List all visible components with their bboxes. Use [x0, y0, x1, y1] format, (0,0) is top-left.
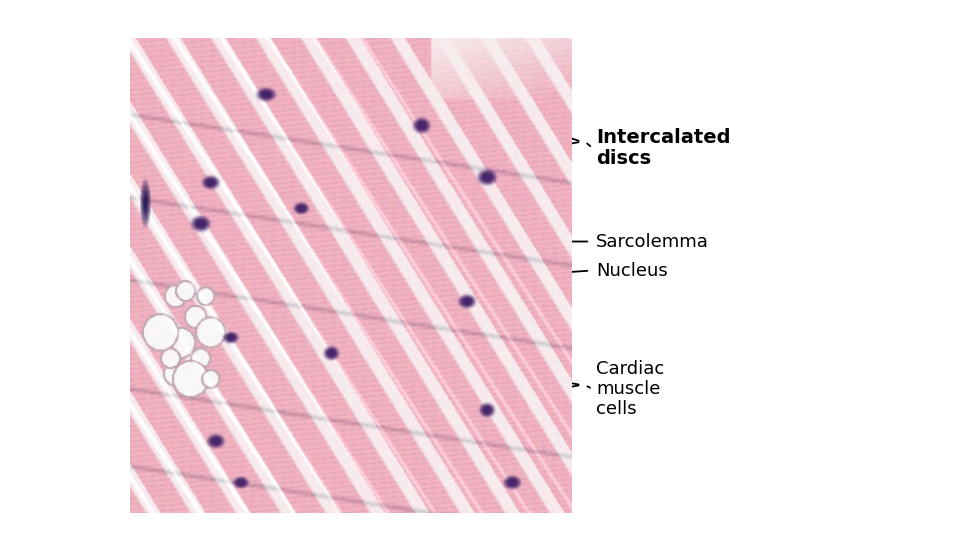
Text: Intercalated
discs: Intercalated discs [596, 128, 731, 168]
Text: Nucleus: Nucleus [596, 261, 668, 280]
Text: Figure 30.7  Photomicrograph of cardiac muscle (665×).: Figure 30.7 Photomicrograph of cardiac m… [194, 77, 546, 90]
Text: Cardiac
muscle
cells: Cardiac muscle cells [596, 360, 664, 418]
Text: Sarcolemma: Sarcolemma [596, 233, 709, 251]
